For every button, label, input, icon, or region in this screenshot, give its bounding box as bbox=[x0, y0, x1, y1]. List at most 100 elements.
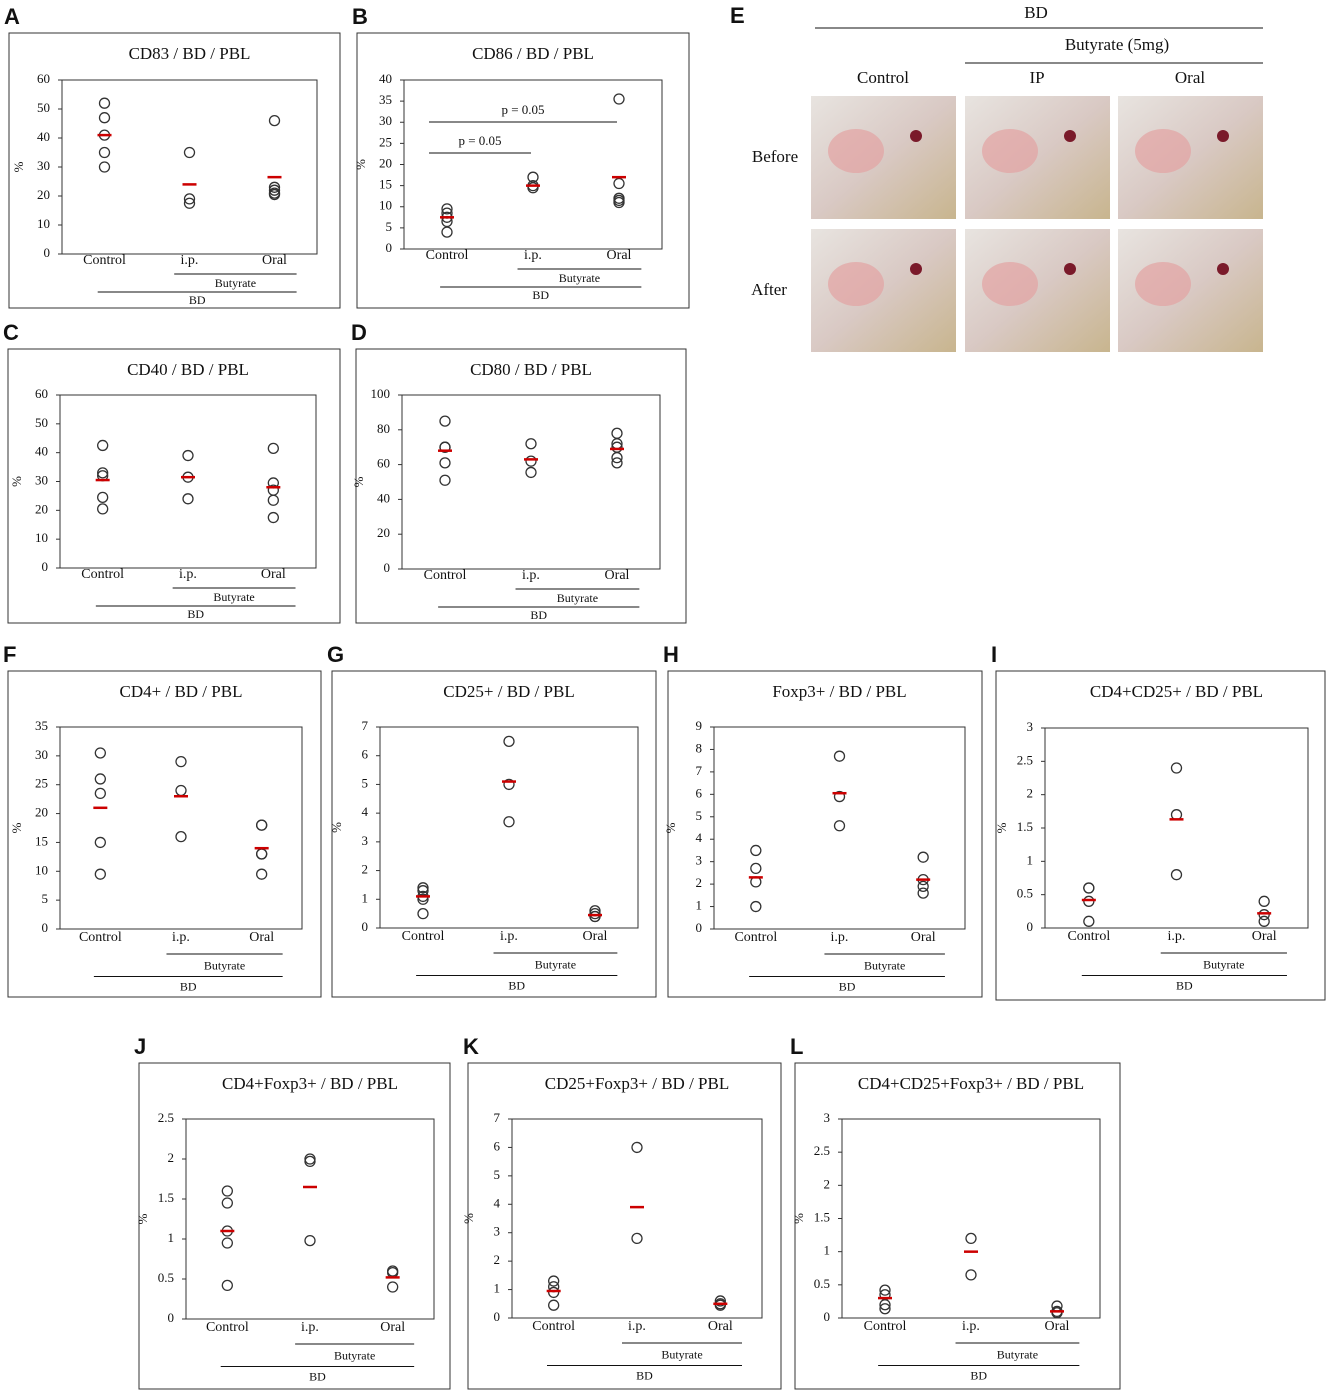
y-tick-label: 0 bbox=[168, 1310, 175, 1325]
subgroup-label: Butyrate bbox=[334, 1348, 375, 1362]
y-tick-label: 15 bbox=[35, 833, 48, 848]
plot-frame bbox=[379, 726, 639, 929]
y-axis-label: % bbox=[135, 1213, 150, 1224]
group-label: BD bbox=[1024, 3, 1048, 22]
panel-frame bbox=[667, 670, 983, 998]
y-tick-label: 4 bbox=[494, 1195, 501, 1210]
y-tick-label: 0 bbox=[42, 920, 49, 935]
data-point bbox=[833, 750, 846, 762]
data-point bbox=[548, 1299, 560, 1311]
y-axis-label: % bbox=[663, 822, 678, 833]
y-tick-label: 0 bbox=[494, 1309, 501, 1324]
photo-detail bbox=[910, 263, 922, 275]
chart-title: Foxp3+ / BD / PBL bbox=[772, 682, 906, 701]
x-tick-label: Control bbox=[532, 1319, 575, 1334]
y-tick-label: 10 bbox=[35, 530, 48, 545]
y-tick-label: 5 bbox=[42, 891, 49, 906]
y-tick-label: 15 bbox=[379, 177, 392, 192]
photo-detail bbox=[982, 262, 1038, 306]
panel-letter: D bbox=[351, 320, 367, 345]
y-tick-label: 0 bbox=[1027, 919, 1034, 934]
data-point bbox=[267, 442, 279, 454]
column-label: IP bbox=[1029, 68, 1044, 87]
y-tick-label: 4 bbox=[696, 830, 703, 845]
data-point bbox=[833, 820, 846, 832]
y-axis-label: % bbox=[461, 1213, 476, 1224]
panel-frame bbox=[8, 32, 341, 309]
photo-detail bbox=[1135, 262, 1191, 306]
data-point bbox=[417, 893, 429, 905]
panel-letter: F bbox=[3, 642, 16, 667]
data-point bbox=[183, 146, 196, 159]
y-tick-label: 10 bbox=[35, 862, 48, 877]
plot-frame bbox=[185, 1118, 435, 1320]
group-label: BD bbox=[839, 980, 856, 994]
chart-title: CD4+CD25+Foxp3+ / BD / PBL bbox=[858, 1074, 1084, 1093]
y-tick-label: 0 bbox=[42, 559, 49, 574]
data-point bbox=[417, 882, 429, 894]
data-point bbox=[441, 203, 453, 215]
group-label: BD bbox=[532, 288, 549, 302]
photo-detail bbox=[1217, 263, 1229, 275]
y-tick-label: 40 bbox=[35, 444, 48, 459]
chart-title: CD4+CD25+ / BD / PBL bbox=[1090, 682, 1263, 701]
data-point bbox=[221, 1237, 233, 1249]
y-tick-label: 1.5 bbox=[1017, 819, 1033, 834]
x-tick-label: Control bbox=[1067, 929, 1110, 944]
y-tick-label: 2.5 bbox=[158, 1110, 174, 1125]
y-tick-label: 0 bbox=[384, 560, 391, 575]
panel-letter: C bbox=[3, 320, 19, 345]
annotation: p = 0.05 bbox=[501, 102, 544, 117]
y-tick-label: 20 bbox=[35, 805, 48, 820]
y-tick-label: 9 bbox=[696, 718, 703, 733]
chart-title: CD83 / BD / PBL bbox=[129, 44, 251, 63]
data-point bbox=[304, 1234, 316, 1247]
x-tick-label: Oral bbox=[583, 929, 608, 944]
y-tick-label: 25 bbox=[35, 776, 48, 791]
photo-detail bbox=[828, 262, 884, 306]
data-point bbox=[965, 1232, 977, 1245]
x-tick-label: Oral bbox=[605, 568, 630, 583]
y-tick-label: 1 bbox=[494, 1281, 501, 1296]
data-point bbox=[1083, 895, 1095, 907]
x-tick-label: i.p. bbox=[522, 568, 540, 583]
y-tick-label: 1 bbox=[824, 1243, 831, 1258]
x-tick-label: i.p. bbox=[628, 1319, 646, 1334]
y-tick-label: 3 bbox=[1027, 719, 1034, 734]
panel-letter: J bbox=[134, 1034, 146, 1059]
y-tick-label: 10 bbox=[37, 216, 50, 231]
y-tick-label: 30 bbox=[35, 747, 48, 762]
data-point bbox=[631, 1232, 643, 1245]
data-point bbox=[833, 790, 846, 803]
photo-detail bbox=[1135, 129, 1191, 173]
data-point bbox=[268, 114, 281, 127]
data-point bbox=[387, 1281, 399, 1293]
chart-title: CD86 / BD / PBL bbox=[472, 44, 594, 63]
photo-detail bbox=[1064, 130, 1076, 142]
data-point bbox=[175, 831, 187, 843]
subgroup-label: Butyrate bbox=[997, 1347, 1038, 1361]
data-point bbox=[267, 494, 279, 506]
data-point bbox=[441, 226, 453, 238]
y-tick-label: 5 bbox=[494, 1167, 501, 1182]
y-tick-label: 7 bbox=[494, 1110, 501, 1125]
data-point bbox=[183, 197, 196, 209]
data-point bbox=[268, 181, 281, 193]
panel-frame bbox=[356, 32, 690, 309]
y-tick-label: 5 bbox=[362, 775, 369, 790]
panel-frame bbox=[355, 348, 687, 624]
group-label: BD bbox=[530, 608, 547, 622]
data-point bbox=[1170, 869, 1183, 881]
y-axis-label: % bbox=[9, 822, 24, 833]
y-tick-label: 0.5 bbox=[1017, 886, 1033, 901]
data-point bbox=[750, 900, 762, 913]
row-label: Before bbox=[752, 147, 798, 166]
data-point bbox=[94, 747, 106, 759]
y-tick-label: 3 bbox=[696, 853, 703, 868]
data-point bbox=[304, 1155, 316, 1168]
data-point bbox=[750, 844, 762, 857]
y-tick-label: 2 bbox=[168, 1150, 175, 1165]
y-axis-label: % bbox=[994, 822, 1009, 833]
y-tick-label: 50 bbox=[35, 415, 48, 430]
panel-frame bbox=[467, 1062, 782, 1390]
